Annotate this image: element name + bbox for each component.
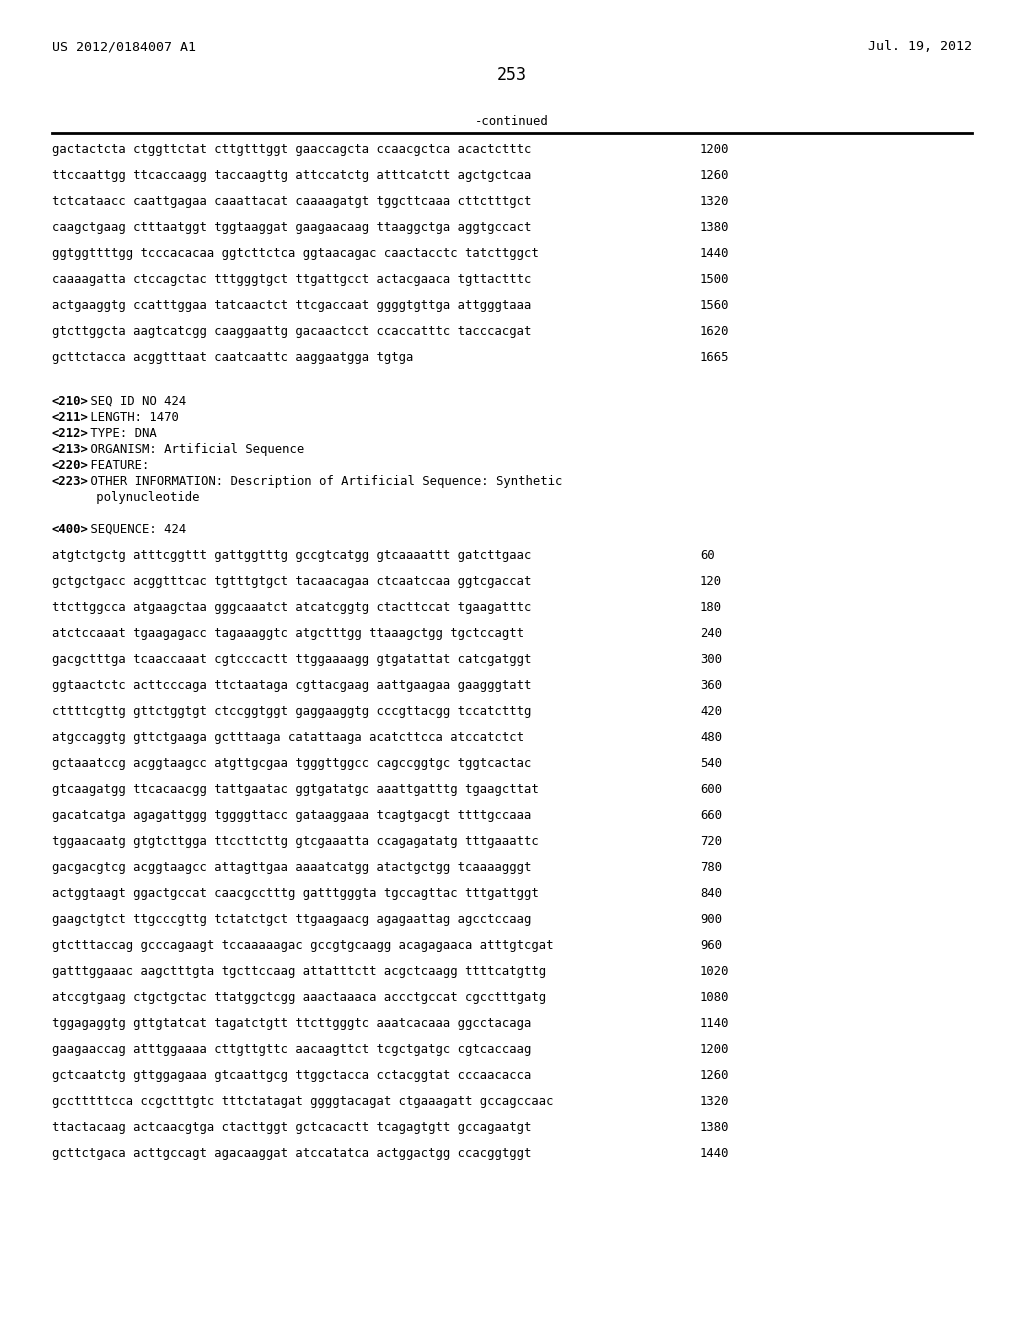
Text: tggagaggtg gttgtatcat tagatctgtt ttcttgggtc aaatcacaaa ggcctacaga: tggagaggtg gttgtatcat tagatctgtt ttcttgg… [52,1016,531,1030]
Text: gaagctgtct ttgcccgttg tctatctgct ttgaagaacg agagaattag agcctccaag: gaagctgtct ttgcccgttg tctatctgct ttgaaga… [52,913,531,927]
Text: 180: 180 [700,601,722,614]
Text: 780: 780 [700,861,722,874]
Text: 360: 360 [700,678,722,692]
Text: gcttctgaca acttgccagt agacaaggat atccatatca actggactgg ccacggtggt: gcttctgaca acttgccagt agacaaggat atccata… [52,1147,531,1160]
Text: caagctgaag ctttaatggt tggtaaggat gaagaacaag ttaaggctga aggtgccact: caagctgaag ctttaatggt tggtaaggat gaagaac… [52,220,531,234]
Text: ggtggttttgg tcccacacaa ggtcttctca ggtaacagac caactacctc tatcttggct: ggtggttttgg tcccacacaa ggtcttctca ggtaac… [52,247,539,260]
Text: 840: 840 [700,887,722,900]
Text: 1200: 1200 [700,1043,729,1056]
Text: -continued: -continued [475,115,549,128]
Text: OTHER INFORMATION: Description of Artificial Sequence: Synthetic: OTHER INFORMATION: Description of Artifi… [83,475,562,488]
Text: gctaaatccg acggtaagcc atgttgcgaa tgggttggcc cagccggtgc tggtcactac: gctaaatccg acggtaagcc atgttgcgaa tgggttg… [52,756,531,770]
Text: 1380: 1380 [700,220,729,234]
Text: ttcttggcca atgaagctaa gggcaaatct atcatcggtg ctacttccat tgaagatttc: ttcttggcca atgaagctaa gggcaaatct atcatcg… [52,601,531,614]
Text: ggtaactctc acttcccaga ttctaataga cgttacgaag aattgaagaa gaagggtatt: ggtaactctc acttcccaga ttctaataga cgttacg… [52,678,531,692]
Text: 600: 600 [700,783,722,796]
Text: 900: 900 [700,913,722,927]
Text: <210>: <210> [52,395,89,408]
Text: 720: 720 [700,836,722,847]
Text: <220>: <220> [52,459,89,473]
Text: gacgacgtcg acggtaagcc attagttgaa aaaatcatgg atactgctgg tcaaaagggt: gacgacgtcg acggtaagcc attagttgaa aaaatca… [52,861,531,874]
Text: gtctttaccag gcccagaagt tccaaaaagac gccgtgcaagg acagagaaca atttgtcgat: gtctttaccag gcccagaagt tccaaaaagac gccgt… [52,939,554,952]
Text: ttccaattgg ttcaccaagg taccaagttg attccatctg atttcatctt agctgctcaa: ttccaattgg ttcaccaagg taccaagttg attccat… [52,169,531,182]
Text: cttttcgttg gttctggtgt ctccggtggt gaggaaggtg cccgttacgg tccatctttg: cttttcgttg gttctggtgt ctccggtggt gaggaag… [52,705,531,718]
Text: 60: 60 [700,549,715,562]
Text: tggaacaatg gtgtcttgga ttccttcttg gtcgaaatta ccagagatatg tttgaaattc: tggaacaatg gtgtcttgga ttccttcttg gtcgaaa… [52,836,539,847]
Text: 960: 960 [700,939,722,952]
Text: 1320: 1320 [700,195,729,209]
Text: atccgtgaag ctgctgctac ttatggctcgg aaactaaaca accctgccat cgcctttgatg: atccgtgaag ctgctgctac ttatggctcgg aaacta… [52,991,546,1005]
Text: LENGTH: 1470: LENGTH: 1470 [83,411,178,424]
Text: caaaagatta ctccagctac tttgggtgct ttgattgcct actacgaaca tgttactttc: caaaagatta ctccagctac tttgggtgct ttgattg… [52,273,531,286]
Text: 1440: 1440 [700,247,729,260]
Text: 1200: 1200 [700,143,729,156]
Text: actggtaagt ggactgccat caacgcctttg gatttgggta tgccagttac tttgattggt: actggtaagt ggactgccat caacgcctttg gatttg… [52,887,539,900]
Text: actgaaggtg ccatttggaa tatcaactct ttcgaccaat ggggtgttga attgggtaaa: actgaaggtg ccatttggaa tatcaactct ttcgacc… [52,300,531,312]
Text: <213>: <213> [52,444,89,455]
Text: <400>: <400> [52,523,89,536]
Text: polynucleotide: polynucleotide [52,491,200,504]
Text: 1320: 1320 [700,1096,729,1107]
Text: <223>: <223> [52,475,89,488]
Text: atgccaggtg gttctgaaga gctttaaga catattaaga acatcttcca atccatctct: atgccaggtg gttctgaaga gctttaaga catattaa… [52,731,524,744]
Text: 1260: 1260 [700,169,729,182]
Text: 120: 120 [700,576,722,587]
Text: 480: 480 [700,731,722,744]
Text: 1620: 1620 [700,325,729,338]
Text: 1440: 1440 [700,1147,729,1160]
Text: <211>: <211> [52,411,89,424]
Text: 1380: 1380 [700,1121,729,1134]
Text: gactactcta ctggttctat cttgtttggt gaaccagcta ccaacgctca acactctttc: gactactcta ctggttctat cttgtttggt gaaccag… [52,143,531,156]
Text: gcctttttcca ccgctttgtc tttctatagat ggggtacagat ctgaaagatt gccagccaac: gcctttttcca ccgctttgtc tttctatagat ggggt… [52,1096,554,1107]
Text: gacatcatga agagattggg tggggttacc gataaggaaa tcagtgacgt ttttgccaaa: gacatcatga agagattggg tggggttacc gataagg… [52,809,531,822]
Text: US 2012/0184007 A1: US 2012/0184007 A1 [52,40,196,53]
Text: atgtctgctg atttcggttt gattggtttg gccgtcatgg gtcaaaattt gatcttgaac: atgtctgctg atttcggttt gattggtttg gccgtca… [52,549,531,562]
Text: SEQUENCE: 424: SEQUENCE: 424 [83,523,186,536]
Text: gtcttggcta aagtcatcgg caaggaattg gacaactcct ccaccatttc tacccacgat: gtcttggcta aagtcatcgg caaggaattg gacaact… [52,325,531,338]
Text: 300: 300 [700,653,722,667]
Text: 540: 540 [700,756,722,770]
Text: gaagaaccag atttggaaaa cttgttgttc aacaagttct tcgctgatgc cgtcaccaag: gaagaaccag atttggaaaa cttgttgttc aacaagt… [52,1043,531,1056]
Text: <212>: <212> [52,426,89,440]
Text: TYPE: DNA: TYPE: DNA [83,426,157,440]
Text: gctcaatctg gttggagaaa gtcaattgcg ttggctacca cctacggtat cccaacacca: gctcaatctg gttggagaaa gtcaattgcg ttggcta… [52,1069,531,1082]
Text: Jul. 19, 2012: Jul. 19, 2012 [868,40,972,53]
Text: gtcaagatgg ttcacaacgg tattgaatac ggtgatatgc aaattgatttg tgaagcttat: gtcaagatgg ttcacaacgg tattgaatac ggtgata… [52,783,539,796]
Text: gatttggaaac aagctttgta tgcttccaag attatttctt acgctcaagg ttttcatgttg: gatttggaaac aagctttgta tgcttccaag attatt… [52,965,546,978]
Text: 1020: 1020 [700,965,729,978]
Text: 1260: 1260 [700,1069,729,1082]
Text: tctcataacc caattgagaa caaattacat caaaagatgt tggcttcaaa cttctttgct: tctcataacc caattgagaa caaattacat caaaaga… [52,195,531,209]
Text: gctgctgacc acggtttcac tgtttgtgct tacaacagaa ctcaatccaa ggtcgaccat: gctgctgacc acggtttcac tgtttgtgct tacaaca… [52,576,531,587]
Text: ORGANISM: Artificial Sequence: ORGANISM: Artificial Sequence [83,444,304,455]
Text: ttactacaag actcaacgtga ctacttggt gctcacactt tcagagtgtt gccagaatgt: ttactacaag actcaacgtga ctacttggt gctcaca… [52,1121,531,1134]
Text: 1080: 1080 [700,991,729,1005]
Text: 240: 240 [700,627,722,640]
Text: FEATURE:: FEATURE: [83,459,150,473]
Text: 660: 660 [700,809,722,822]
Text: 1665: 1665 [700,351,729,364]
Text: SEQ ID NO 424: SEQ ID NO 424 [83,395,186,408]
Text: 1500: 1500 [700,273,729,286]
Text: 1140: 1140 [700,1016,729,1030]
Text: gcttctacca acggtttaat caatcaattc aaggaatgga tgtga: gcttctacca acggtttaat caatcaattc aaggaat… [52,351,414,364]
Text: 420: 420 [700,705,722,718]
Text: 1560: 1560 [700,300,729,312]
Text: gacgctttga tcaaccaaat cgtcccactt ttggaaaagg gtgatattat catcgatggt: gacgctttga tcaaccaaat cgtcccactt ttggaaa… [52,653,531,667]
Text: atctccaaat tgaagagacc tagaaaggtc atgctttgg ttaaagctgg tgctccagtt: atctccaaat tgaagagacc tagaaaggtc atgcttt… [52,627,524,640]
Text: 253: 253 [497,66,527,84]
